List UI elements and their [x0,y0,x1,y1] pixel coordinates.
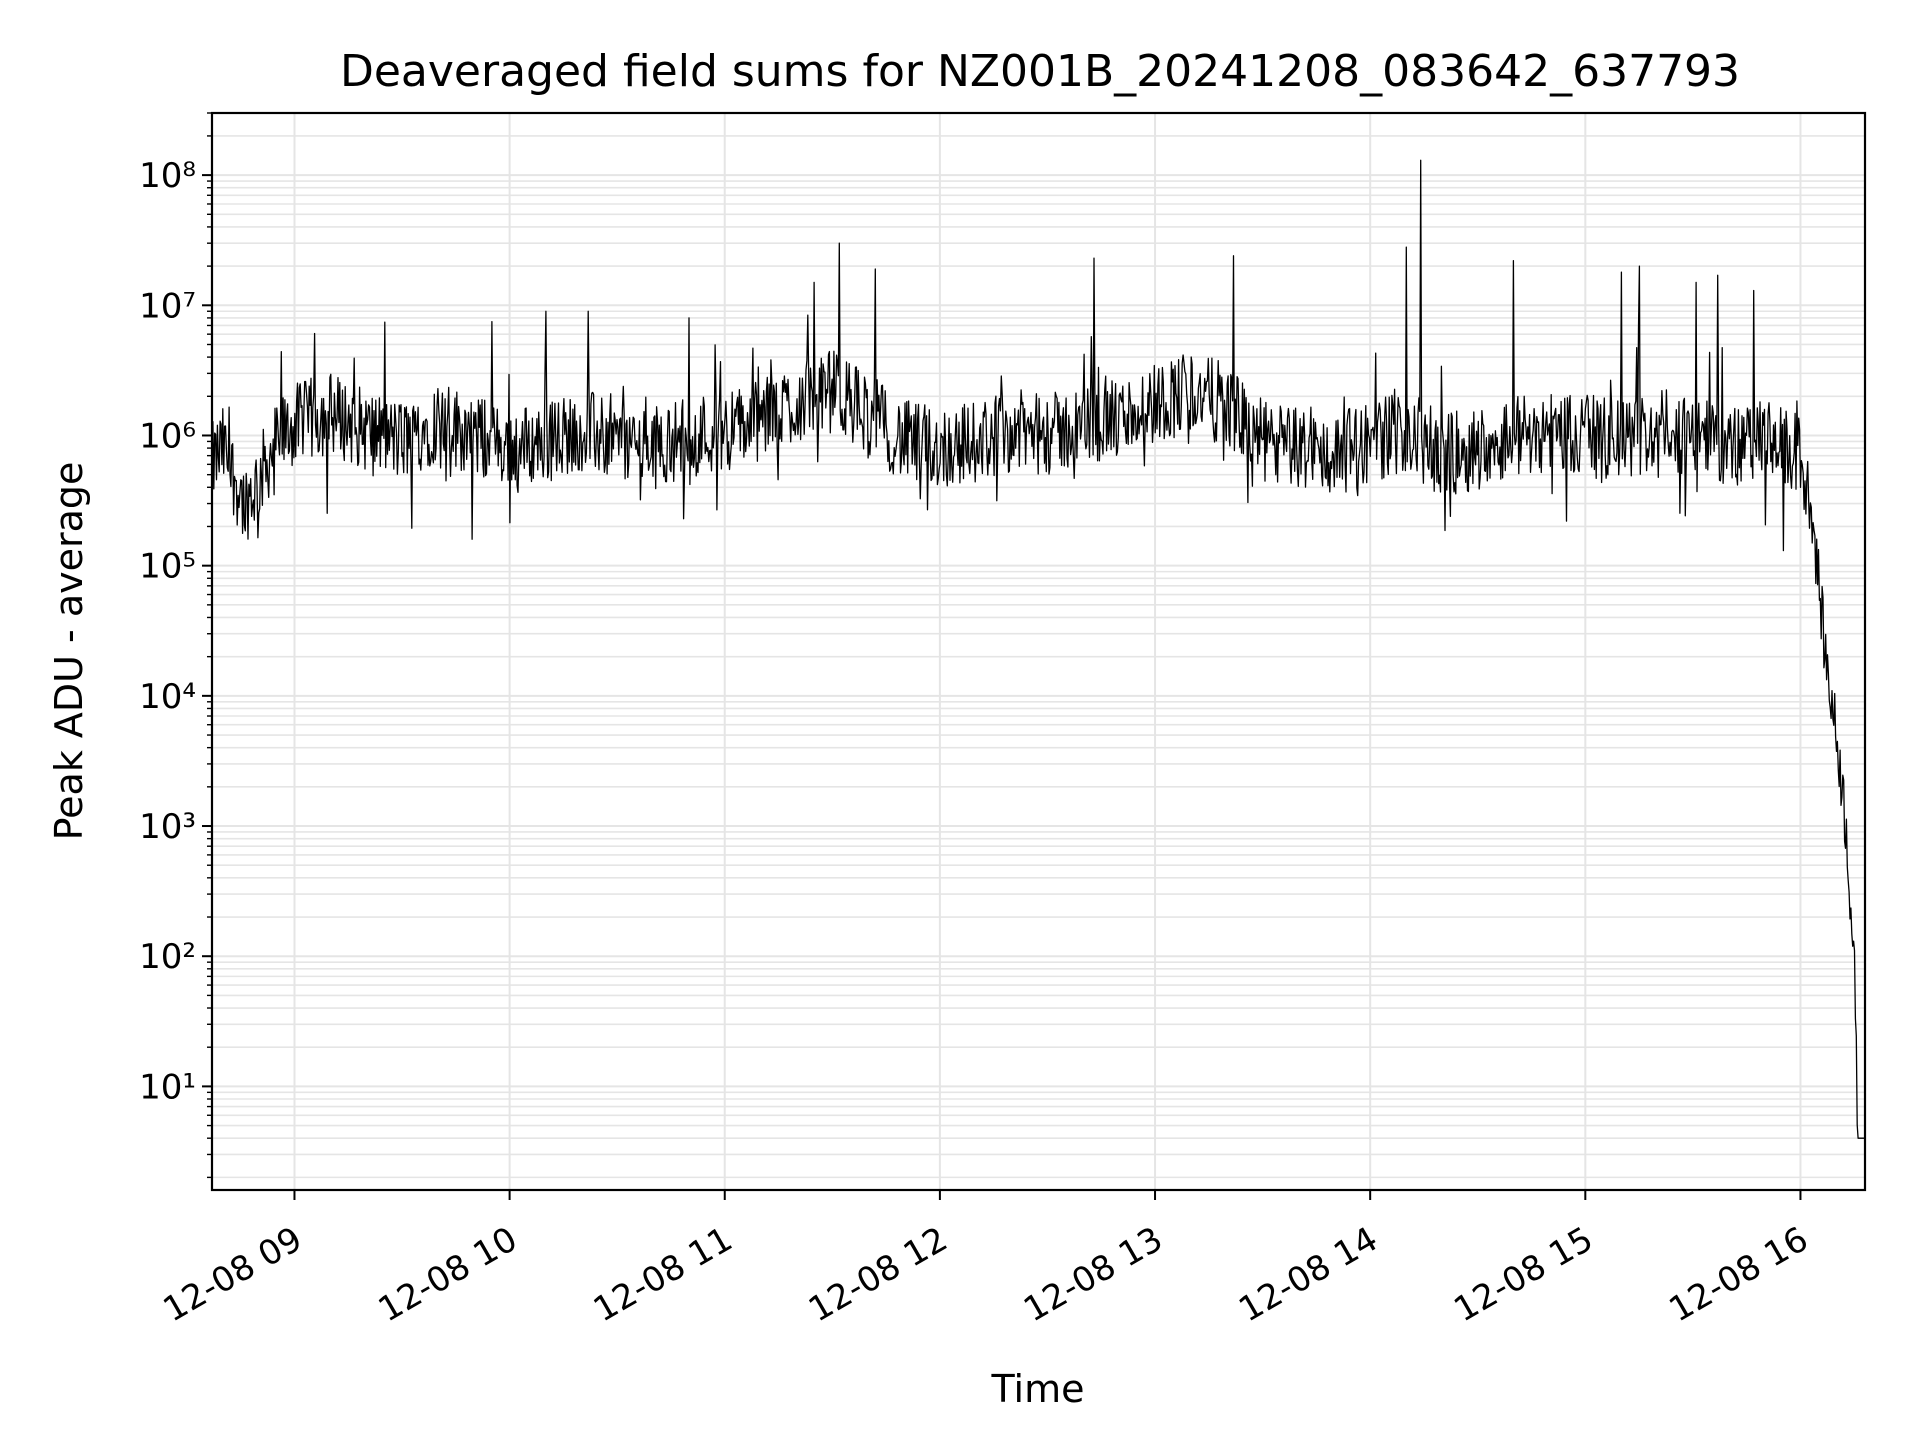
data-point [1818,577,1820,579]
data-point [760,420,762,422]
data-point [1441,455,1443,457]
data-point [1620,441,1622,443]
spike-point [545,310,547,312]
data-point [1692,435,1694,437]
data-point [1853,968,1855,970]
data-point [1262,441,1264,443]
series-line [211,159,1865,1139]
data-point [222,447,224,449]
spike-point [1753,290,1755,292]
data-point [1857,1137,1859,1139]
y-axis: 10¹ 10² 10³ 10⁴ 10⁵ 10⁶ 10⁷ 10⁸ [139,112,212,1179]
data-point [903,441,905,443]
spike-point [1405,246,1407,248]
data-point [652,447,654,449]
data-point [1047,435,1049,437]
data-point [254,486,256,488]
data-point [581,429,583,431]
spike-point [1717,274,1719,276]
data-point [1154,401,1156,403]
data-point [1839,763,1841,765]
data-point [1083,424,1085,426]
data-point [1334,455,1336,457]
spike-point [1696,282,1698,284]
data-point [365,429,367,431]
data-point [1656,429,1658,431]
y-tick-label: 10⁵ [139,547,196,587]
y-tick-label: 10⁷ [139,286,196,326]
y-axis-label: Peak ADU - average [47,462,91,841]
data-point [473,435,475,437]
plot-frame [210,111,1867,1192]
data-point [1405,429,1407,431]
data-point [1477,447,1479,449]
data-point [796,401,798,403]
spike-point [588,310,590,312]
spike-point [875,268,877,270]
data-point [1810,503,1812,505]
data-point [265,464,267,466]
data-point [1585,435,1587,437]
data-point [1513,435,1515,437]
y-tick-label: 10⁶ [139,416,196,456]
spike-point [688,317,690,319]
spike-point [1420,159,1422,161]
data-point [616,441,618,443]
data-point [294,424,296,426]
data-point [1728,447,1730,449]
data-point [437,420,439,422]
spike-point [1513,260,1515,262]
spike-point [814,282,816,284]
data-point [1369,441,1371,443]
y-tick-label: 10⁴ [139,677,196,717]
data-point [1846,838,1848,840]
data-point [1800,455,1802,457]
data-point [1190,390,1192,392]
data-point [1226,405,1228,407]
chart-title: Deaveraged field sums for NZ001B_2024120… [340,46,1740,97]
data-point [233,474,235,476]
data-point [1011,429,1013,431]
y-tick-label: 10⁸ [139,156,196,196]
spike-point [491,321,493,323]
data-point [688,435,690,437]
data-point [832,390,834,392]
data-point [243,503,245,505]
grid-lines [212,112,1865,1190]
spike-point [1620,271,1622,273]
y-tick-label: 10² [139,937,196,977]
spike-point [1093,257,1095,259]
data-point [276,441,278,443]
data-point [1825,656,1827,658]
data-point [939,447,941,449]
data-point [975,441,977,443]
x-axis-label: Time [991,1367,1085,1411]
data-point [545,441,547,443]
data-point [401,441,403,443]
y-tick-label: 10¹ [139,1067,196,1107]
data-point [867,412,869,414]
spike-point [1638,265,1640,267]
data-point [1118,420,1120,422]
data-point [1549,429,1551,431]
spike-point [1233,255,1235,257]
data-point [330,412,332,414]
spike-point [839,242,841,244]
y-tick-label: 10³ [139,807,196,847]
data-point [1832,708,1834,710]
data-point [509,447,511,449]
data-point [1298,447,1300,449]
series-layer [211,159,1865,1139]
data-point [724,429,726,431]
data-point [1764,441,1766,443]
